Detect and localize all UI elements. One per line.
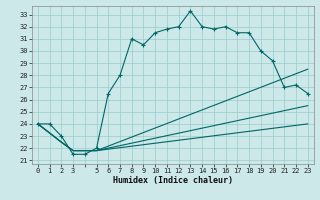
X-axis label: Humidex (Indice chaleur): Humidex (Indice chaleur)	[113, 176, 233, 185]
